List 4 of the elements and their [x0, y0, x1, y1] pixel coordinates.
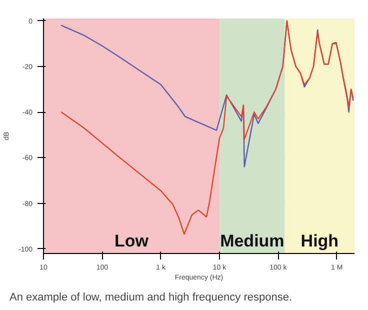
band-label: Medium	[220, 232, 284, 250]
band-label: Low	[114, 232, 150, 250]
text: An example of low, medium and high frequency response.	[10, 292, 292, 304]
band-label: High	[300, 232, 339, 250]
